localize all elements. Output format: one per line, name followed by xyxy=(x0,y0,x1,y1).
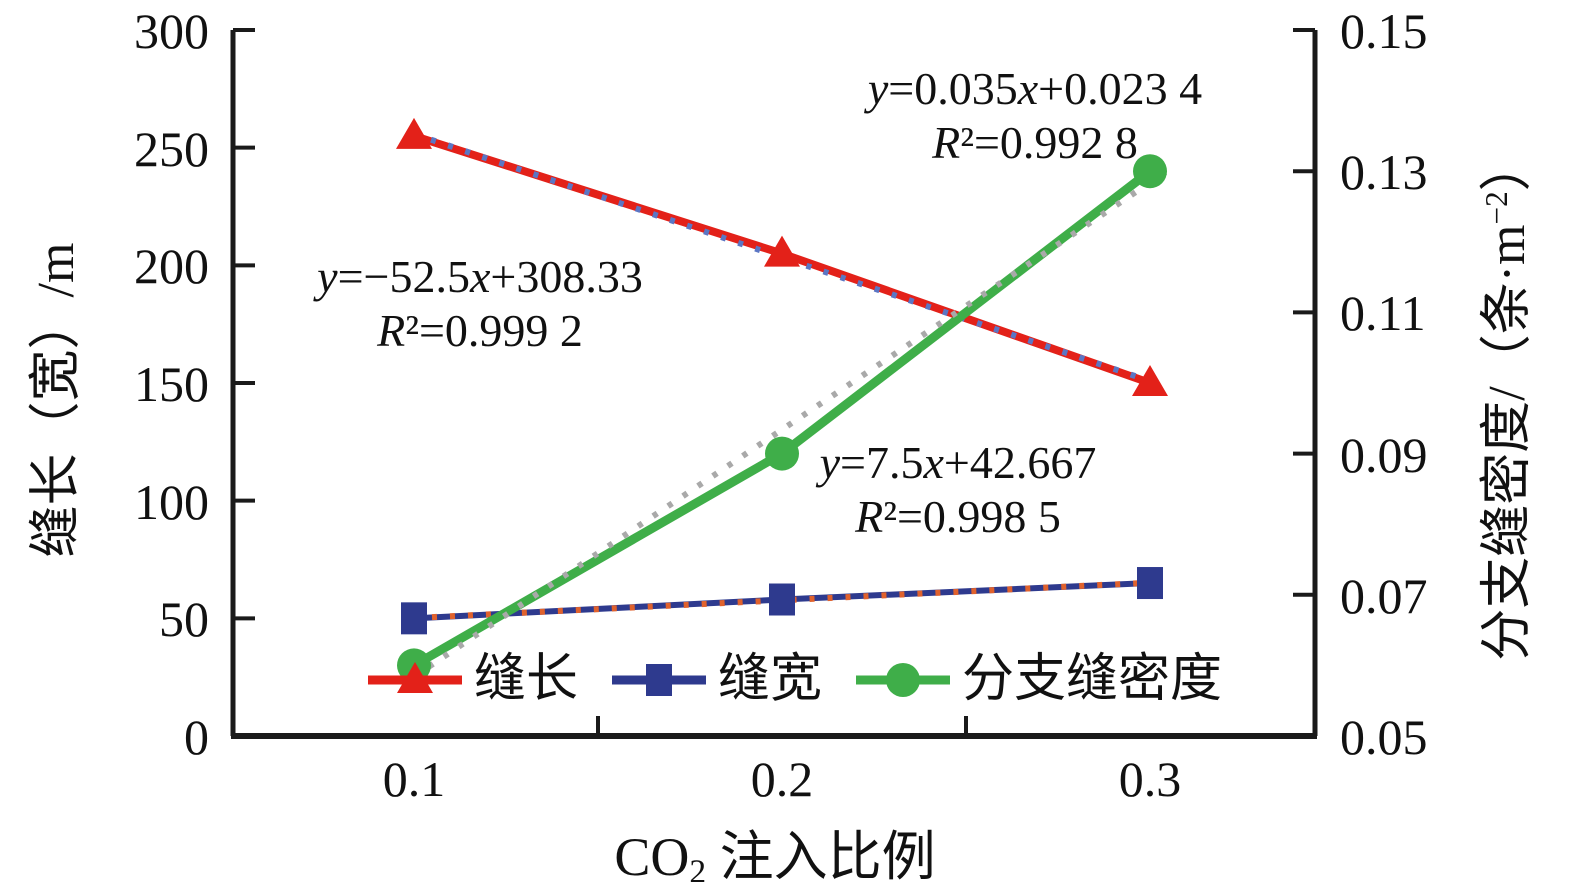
left-axis-tick-label: 0 xyxy=(184,709,209,765)
series-fitline-1 xyxy=(413,131,1151,384)
legend-marker-square-icon xyxy=(612,664,707,696)
x-axis-tick-label: 0.1 xyxy=(382,751,446,807)
left-axis-title-text: 缝长（宽）/m xyxy=(28,242,85,558)
annotation-equation-2: y=7.5x+42.667 R²=0.998 5 xyxy=(638,436,1278,545)
left-axis-tick-label: 250 xyxy=(134,120,209,177)
series-0-marker-0 xyxy=(401,602,427,635)
x-axis-title-post: 注入比例 xyxy=(706,827,936,882)
legend: 缝长 缝宽 分支缝密度 xyxy=(368,652,1222,708)
annotation-line: R²=0.992 8 xyxy=(932,117,1138,169)
legend-label: 缝宽 xyxy=(718,651,823,708)
annotation-line: y=7.5x+42.667 xyxy=(819,437,1097,488)
right-axis-tick-label: 0.15 xyxy=(1340,3,1428,59)
annotation-line: y=−52.5x+308.33 xyxy=(317,251,643,302)
right-axis-title-text: 分支缝密度/（条·m xyxy=(1479,224,1537,661)
legend-item-2: 分支缝密度 xyxy=(856,652,1222,708)
right-axis-title: 分支缝密度/（条·m−2） xyxy=(1464,20,1536,780)
right-axis-tick-label: 0.05 xyxy=(1340,709,1428,765)
legend-label: 缝长 xyxy=(474,651,579,708)
x-axis-title-pre: CO xyxy=(614,827,690,882)
legend-item-1: 缝宽 xyxy=(612,652,822,708)
x-axis-tick-label: 0.3 xyxy=(1118,751,1182,807)
right-axis-tick-label: 0.09 xyxy=(1340,426,1428,483)
series-fitline-2 xyxy=(412,167,1170,680)
legend-marker-shape xyxy=(886,663,921,697)
series-fitline-0 xyxy=(413,579,1151,621)
annotation-equation-1: y=0.035x+0.023 4 R²=0.992 8 xyxy=(715,62,1355,171)
x-axis-title: CO2 注入比例 xyxy=(375,812,1175,882)
x-axis-tick-label: 0.2 xyxy=(750,751,814,807)
legend-marker-circle-icon xyxy=(856,663,951,697)
left-axis-tick-label: 150 xyxy=(134,356,209,412)
right-axis-title-sup: −2 xyxy=(1479,191,1514,225)
series-1-marker-0 xyxy=(396,117,432,149)
left-axis-tick-label: 200 xyxy=(134,238,209,295)
annotation-line: y=0.035x+0.023 4 xyxy=(867,63,1203,114)
series-1-marker-1 xyxy=(764,235,800,267)
legend-marker-shape xyxy=(646,664,673,696)
left-axis-tick-label: 300 xyxy=(134,3,209,59)
left-axis-tick-label: 100 xyxy=(134,473,209,530)
legend-marker-triangle-icon xyxy=(368,662,462,693)
annotation-equation-0: y=−52.5x+308.33 R²=0.999 2 xyxy=(160,250,800,359)
annotation-line: R²=0.998 5 xyxy=(855,491,1061,543)
legend-item-0: 缝长 xyxy=(368,652,578,708)
series-2-marker-1 xyxy=(765,436,799,471)
right-axis-tick-label: 0.13 xyxy=(1340,144,1428,201)
annotation-line: R²=0.999 2 xyxy=(377,305,583,357)
right-axis-tick-label: 0.07 xyxy=(1340,567,1428,624)
x-axis-title-sub: 2 xyxy=(689,853,707,882)
series-0-marker-1 xyxy=(769,583,795,616)
series-0-marker-2 xyxy=(1137,567,1163,600)
series-2-marker-2 xyxy=(1133,154,1167,189)
left-axis-tick-label: 50 xyxy=(159,591,209,648)
legend-label: 分支缝密度 xyxy=(962,651,1223,708)
right-axis-tick-label: 0.11 xyxy=(1340,285,1426,342)
left-axis-title: 缝长（宽）/m xyxy=(24,20,90,780)
series-1-marker-2 xyxy=(1132,365,1168,396)
right-axis-title-close: ） xyxy=(1479,139,1537,192)
legend-marker-shape xyxy=(397,662,433,693)
